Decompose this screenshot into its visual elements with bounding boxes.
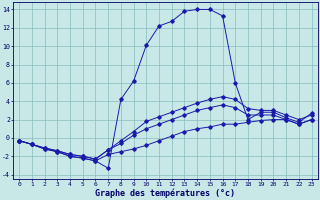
X-axis label: Graphe des températures (°c): Graphe des températures (°c) [95,188,236,198]
